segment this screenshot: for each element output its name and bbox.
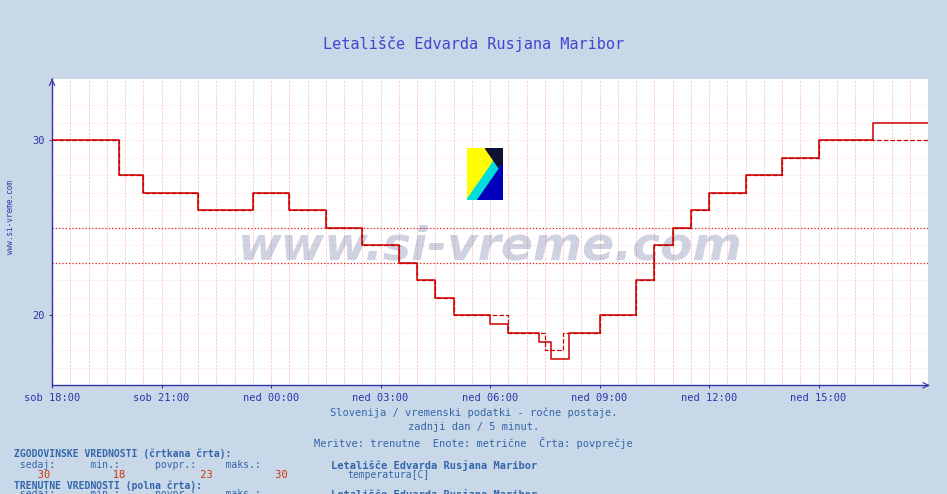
Text: Letališče Edvarda Rusjana Maribor: Letališče Edvarda Rusjana Maribor xyxy=(331,489,538,494)
Text: sedaj:      min.:      povpr.:     maks.:: sedaj: min.: povpr.: maks.: xyxy=(14,489,261,494)
Text: sedaj:      min.:      povpr.:     maks.:: sedaj: min.: povpr.: maks.: xyxy=(14,460,261,470)
Text: 30          18            23          30: 30 18 23 30 xyxy=(19,470,288,480)
Text: zadnji dan / 5 minut.: zadnji dan / 5 minut. xyxy=(408,422,539,432)
Polygon shape xyxy=(467,148,503,200)
Text: www.si-vreme.com: www.si-vreme.com xyxy=(238,225,742,270)
Text: Letališče Edvarda Rusjana Maribor: Letališče Edvarda Rusjana Maribor xyxy=(323,36,624,52)
Text: TRENUTNE VREDNOSTI (polna črta):: TRENUTNE VREDNOSTI (polna črta): xyxy=(14,480,203,491)
Polygon shape xyxy=(485,148,503,174)
Text: Letališče Edvarda Rusjana Maribor: Letališče Edvarda Rusjana Maribor xyxy=(331,460,538,471)
Text: ZGODOVINSKE VREDNOSTI (črtkana črta):: ZGODOVINSKE VREDNOSTI (črtkana črta): xyxy=(14,449,232,459)
Polygon shape xyxy=(477,164,503,200)
Text: Slovenija / vremenski podatki - ročne postaje.: Slovenija / vremenski podatki - ročne po… xyxy=(330,408,617,418)
Text: Meritve: trenutne  Enote: metrične  Črta: povprečje: Meritve: trenutne Enote: metrične Črta: … xyxy=(314,437,633,449)
Text: www.si-vreme.com: www.si-vreme.com xyxy=(6,180,15,254)
Polygon shape xyxy=(467,148,503,200)
Text: temperatura[C]: temperatura[C] xyxy=(348,470,430,480)
